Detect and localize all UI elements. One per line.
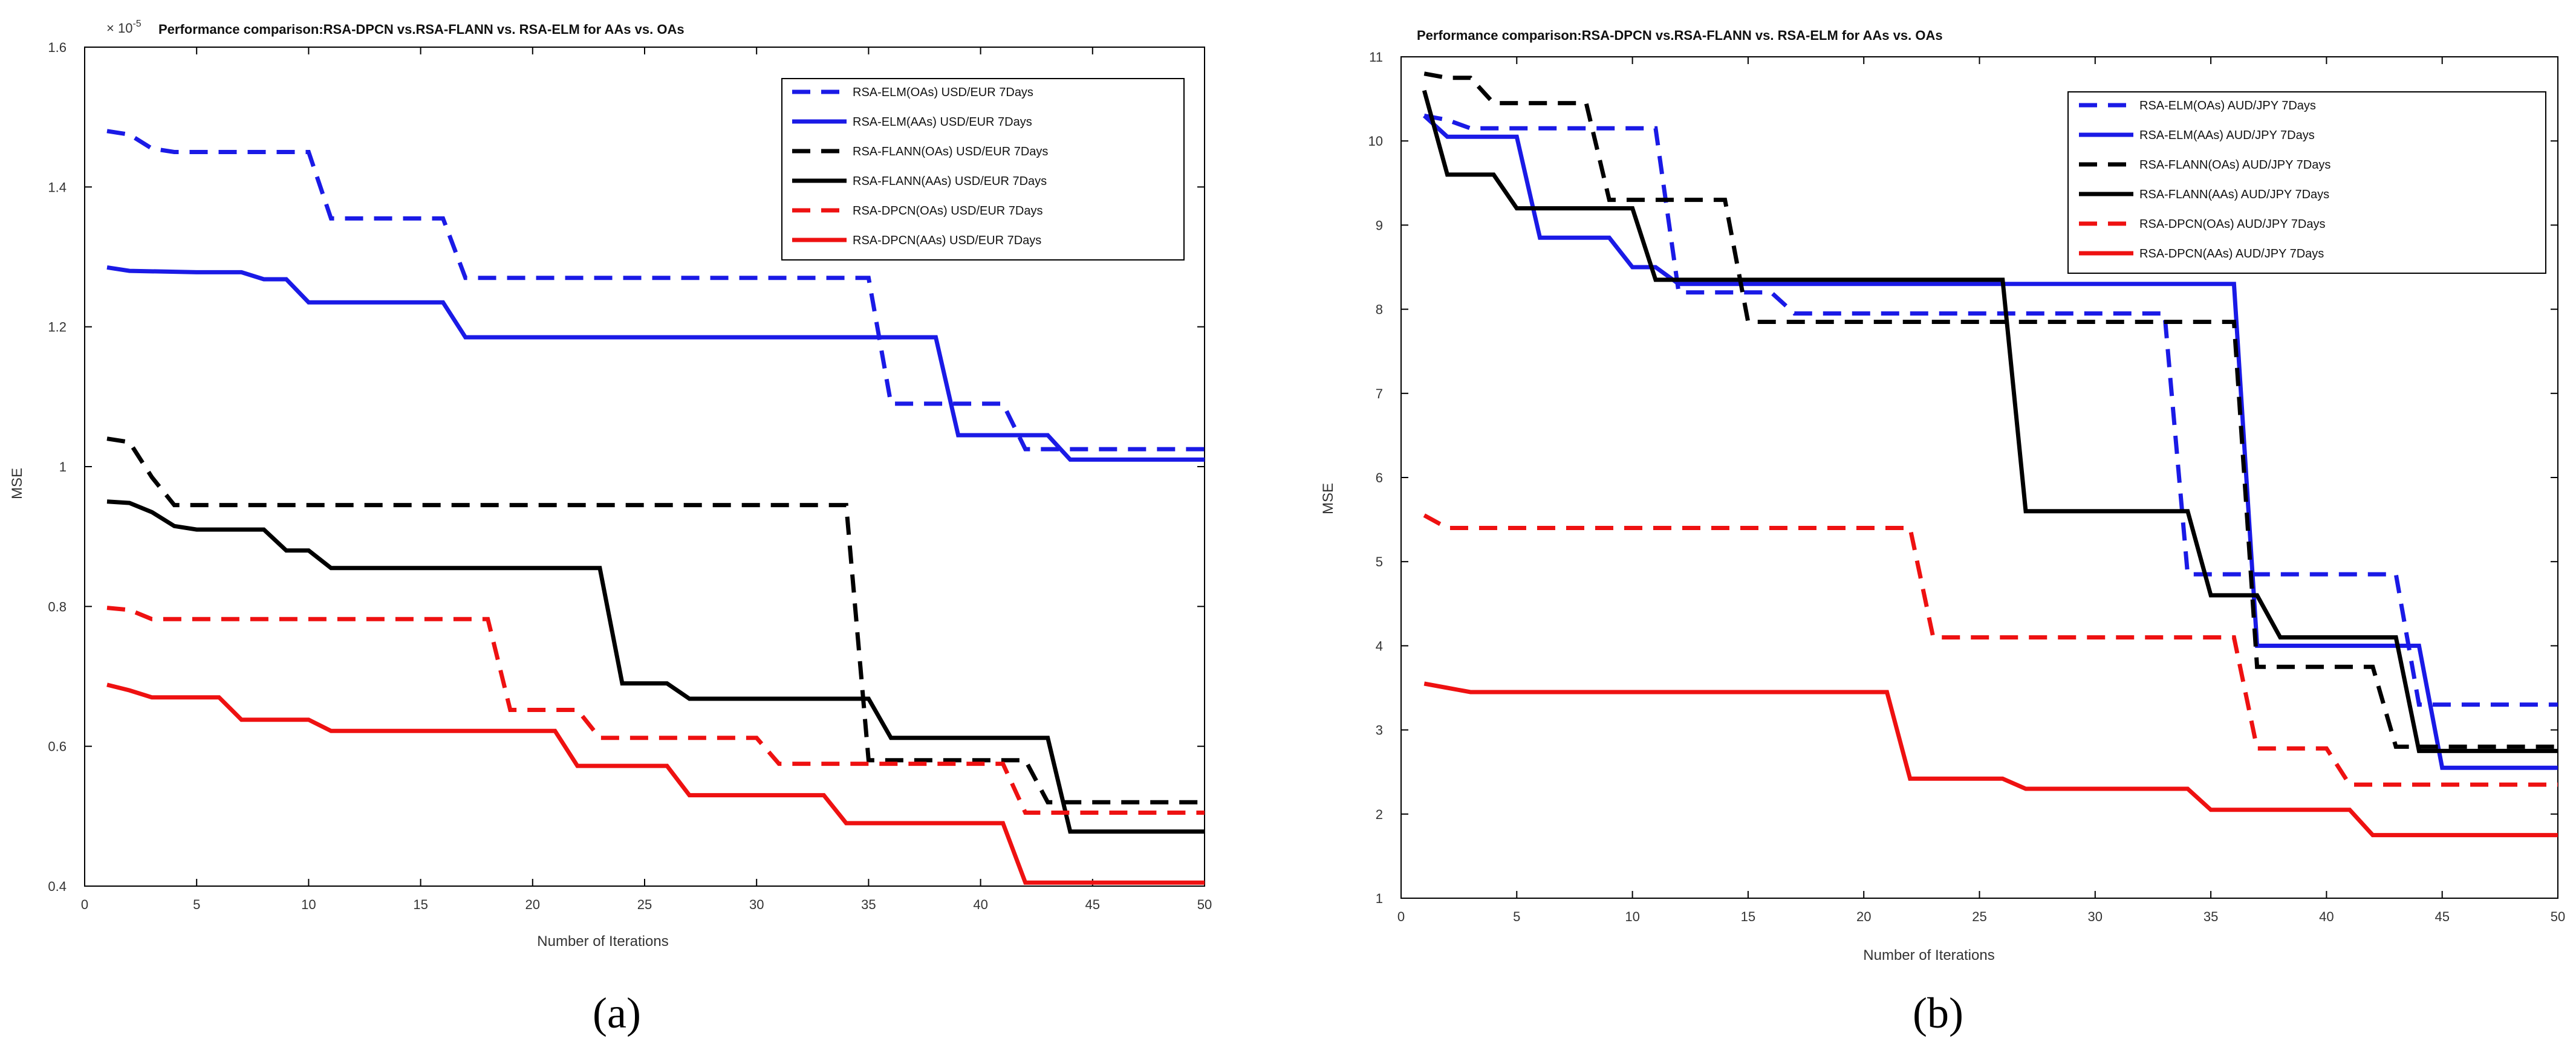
x-tick-label: 35 xyxy=(861,897,876,912)
series-line-1 xyxy=(1423,113,2558,707)
chart-b-legend: RSA-ELM(OAs) AUD/JPY 7Days RSA-ELM(AAs) A… xyxy=(2079,99,2330,261)
y-tick-label: 1.6 xyxy=(48,40,67,55)
x-tick-label: 25 xyxy=(637,897,652,912)
x-tick-label: 5 xyxy=(193,897,200,912)
x-tick-label: 5 xyxy=(1513,909,1520,924)
chart-a-ylabel: MSE xyxy=(9,468,25,499)
chart-a-y-scale-base: × 10 xyxy=(106,21,132,36)
chart-b-ylabel: MSE xyxy=(1320,483,1336,514)
legend-label: RSA-DPCN(OAs) USD/EUR 7Days xyxy=(853,204,1042,218)
x-tick-label: 0 xyxy=(81,897,88,912)
chart-a: Performance comparison:RSA-DPCN vs.RSA-F… xyxy=(9,19,1212,950)
series-line-6 xyxy=(106,682,1205,885)
series-line-5 xyxy=(1423,513,2558,787)
x-tick-label: 20 xyxy=(525,897,540,912)
chart-a-xlabel: Number of Iterations xyxy=(537,933,668,950)
y-tick-label: 7 xyxy=(1376,386,1383,401)
chart-a-x-ticks: 0 5 10 15 20 25 30 35 40 45 50 xyxy=(81,47,1212,912)
legend-label: RSA-DPCN(AAs) AUD/JPY 7Days xyxy=(2139,247,2324,261)
panel-a-label: (a) xyxy=(593,989,641,1037)
x-tick-label: 35 xyxy=(2204,909,2218,924)
y-tick-label: 8 xyxy=(1376,302,1383,317)
y-tick-label: 1 xyxy=(59,459,67,474)
chart-b-series xyxy=(1422,71,2558,838)
chart-b-x-ticks: 0 5 10 15 20 25 30 35 40 45 50 xyxy=(1397,57,2565,924)
series-line-4 xyxy=(1422,89,2558,753)
chart-a-legend: RSA-ELM(OAs) USD/EUR 7Days RSA-ELM(AAs) U… xyxy=(792,86,1048,247)
legend-label: RSA-FLANN(AAs) USD/EUR 7Days xyxy=(853,175,1047,188)
series-line-5 xyxy=(106,606,1205,815)
legend-label: RSA-DPCN(AAs) USD/EUR 7Days xyxy=(853,234,1041,247)
y-tick-label: 1 xyxy=(1376,891,1383,906)
x-tick-label: 10 xyxy=(1625,909,1639,924)
legend-label: RSA-ELM(OAs) USD/EUR 7Days xyxy=(853,86,1033,99)
y-tick-label: 0.8 xyxy=(48,599,67,614)
y-tick-label: 10 xyxy=(1368,134,1383,149)
x-tick-label: 40 xyxy=(2319,909,2334,924)
legend-label: RSA-FLANN(OAs) USD/EUR 7Days xyxy=(853,145,1048,158)
x-tick-label: 25 xyxy=(1972,909,1986,924)
x-tick-label: 30 xyxy=(749,897,764,912)
chart-a-y-scale-exp: -5 xyxy=(132,19,141,29)
chart-a-series xyxy=(106,129,1205,885)
y-tick-label: 5 xyxy=(1376,554,1383,569)
legend-label: RSA-DPCN(OAs) AUD/JPY 7Days xyxy=(2139,218,2325,231)
y-tick-label: 11 xyxy=(1369,50,1383,65)
chart-b: Performance comparison:RSA-DPCN vs.RSA-F… xyxy=(1320,28,2565,963)
y-tick-label: 6 xyxy=(1376,470,1383,485)
series-line-4 xyxy=(106,499,1205,834)
y-tick-label: 2 xyxy=(1376,807,1383,822)
chart-a-y-scale: × 10-5 xyxy=(106,19,141,36)
x-tick-label: 50 xyxy=(1197,897,1212,912)
y-tick-label: 4 xyxy=(1376,638,1383,653)
y-tick-label: 3 xyxy=(1376,723,1383,738)
y-tick-label: 1.2 xyxy=(48,320,67,335)
legend-label: RSA-FLANN(AAs) AUD/JPY 7Days xyxy=(2139,188,2329,201)
series-line-3 xyxy=(106,436,1205,805)
x-tick-label: 10 xyxy=(301,897,316,912)
chart-b-y-ticks: 1 2 3 4 5 6 7 8 9 10 11 xyxy=(1368,50,2558,906)
y-tick-label: 0.6 xyxy=(48,739,67,754)
y-tick-label: 0.4 xyxy=(48,879,67,894)
series-line-2 xyxy=(1422,114,2558,770)
chart-a-y-ticks: 0.4 0.6 0.8 1 1.2 1.4 1.6 xyxy=(48,40,1205,894)
legend-label: RSA-FLANN(OAs) AUD/JPY 7Days xyxy=(2139,158,2330,172)
x-tick-label: 45 xyxy=(2435,909,2449,924)
y-tick-label: 1.4 xyxy=(48,180,67,195)
series-line-2 xyxy=(106,265,1205,462)
chart-a-legend-box xyxy=(781,78,1185,261)
x-tick-label: 30 xyxy=(2088,909,2103,924)
chart-a-title: Performance comparison:RSA-DPCN vs.RSA-F… xyxy=(158,22,685,37)
x-tick-label: 40 xyxy=(973,897,987,912)
series-line-3 xyxy=(1423,71,2558,749)
x-tick-label: 50 xyxy=(2551,909,2565,924)
series-line-1 xyxy=(106,129,1205,452)
y-tick-label: 9 xyxy=(1376,218,1383,233)
x-tick-label: 0 xyxy=(1397,909,1405,924)
legend-label: RSA-ELM(OAs) AUD/JPY 7Days xyxy=(2139,99,2316,112)
chart-b-legend-box xyxy=(2067,91,2546,274)
x-tick-label: 15 xyxy=(1741,909,1755,924)
x-tick-label: 15 xyxy=(413,897,428,912)
x-tick-label: 20 xyxy=(1856,909,1871,924)
series-line-6 xyxy=(1423,681,2558,838)
legend-label: RSA-ELM(AAs) USD/EUR 7Days xyxy=(853,115,1032,129)
x-tick-label: 45 xyxy=(1085,897,1100,912)
chart-b-title: Performance comparison:RSA-DPCN vs.RSA-F… xyxy=(1417,28,1943,43)
panel-b-label: (b) xyxy=(1913,989,1963,1037)
legend-label: RSA-ELM(AAs) AUD/JPY 7Days xyxy=(2139,129,2315,142)
chart-b-xlabel: Number of Iterations xyxy=(1863,947,1994,963)
